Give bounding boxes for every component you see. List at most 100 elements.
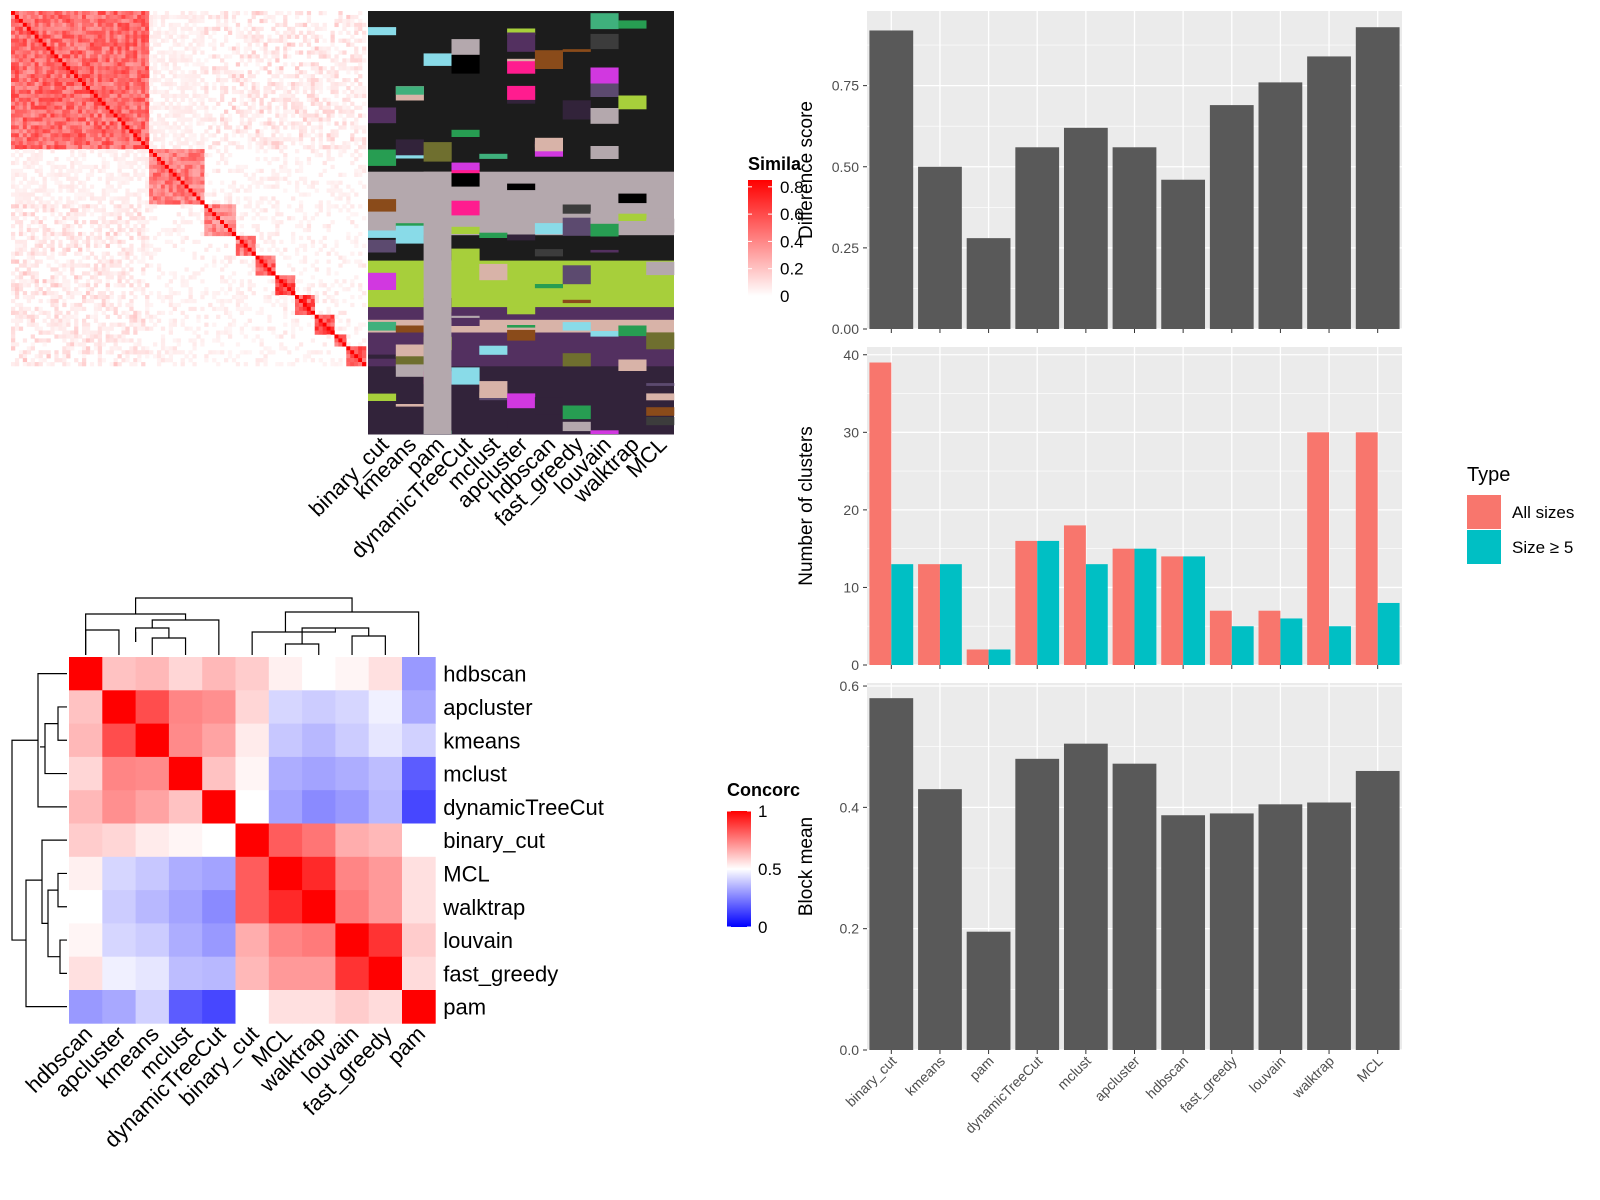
concordance-cell: [235, 657, 270, 691]
y-tick-label: 40: [843, 347, 859, 363]
bar: [869, 30, 914, 329]
bar-chart-2: 0 10 20 30 40 Number of clusters: [796, 347, 1402, 673]
concordance-cell: [302, 990, 336, 1024]
concordance-cell: [268, 890, 303, 924]
similarity-heatmap: [11, 11, 367, 367]
concordance-cell: [69, 890, 103, 924]
concordance-cell: [102, 956, 136, 991]
x-tick-label: binary_cut: [842, 1053, 899, 1110]
y-axis-label: Block mean: [796, 817, 817, 916]
concordance-cell: [202, 823, 236, 858]
concordance-cell: [202, 756, 236, 791]
concordance-cell: [235, 890, 270, 924]
bar: [1209, 610, 1232, 665]
concordance-cell: [235, 923, 270, 958]
x-tick-label: louvain: [1246, 1053, 1289, 1096]
legend-key-all-sizes: [1467, 495, 1501, 529]
concordance-cell: [102, 690, 136, 724]
concordance-cell: [368, 890, 403, 924]
concordance-row-label: apcluster: [443, 695, 532, 720]
bar: [1377, 602, 1400, 665]
x-tick-label: walktrap: [1288, 1053, 1337, 1102]
x-tick-label: hdbscan: [1143, 1053, 1192, 1102]
concordance-cell: [202, 890, 236, 924]
concordance-cell: [69, 657, 103, 691]
concordance-cell: [135, 890, 170, 924]
concordance-cell: [368, 856, 403, 891]
concordance-cell: [368, 690, 403, 724]
bar: [1307, 56, 1351, 330]
y-tick-label: 0: [851, 657, 859, 673]
concordance-cell: [402, 756, 436, 791]
bar: [1161, 815, 1206, 1050]
concordance-cell: [168, 790, 203, 824]
concordance-row-label: hdbscan: [443, 662, 526, 687]
concordance-cell: [69, 790, 103, 824]
concordance-cell: [235, 790, 270, 824]
concordance-cell: [402, 890, 436, 924]
y-tick-label: 0.00: [832, 321, 859, 337]
concordance-cell: [368, 657, 403, 691]
concordance-cell: [402, 923, 436, 958]
similarity-legend-tick: 0.4: [780, 232, 804, 251]
cluster-assignment-matrix: [368, 11, 675, 435]
concordance-cell: [235, 956, 270, 991]
x-tick-label: MCL: [1354, 1053, 1386, 1085]
concordance-cell: [202, 956, 236, 991]
concordance-cell: [302, 823, 336, 858]
legend-key-size-ge5: [1467, 530, 1501, 564]
concordance-cell: [168, 823, 203, 858]
concordance-cell: [368, 823, 403, 858]
concordance-cell: [302, 890, 336, 924]
legend-label-all-sizes: All sizes: [1512, 503, 1574, 522]
concordance-cell: [302, 923, 336, 958]
bar: [1355, 432, 1378, 665]
concordance-cell: [202, 790, 236, 824]
concordance-cell: [69, 923, 103, 958]
bar: [1112, 763, 1157, 1050]
bar: [988, 649, 1011, 665]
bar: [966, 649, 989, 665]
bar: [1015, 540, 1038, 665]
concordance-cell: [102, 657, 136, 691]
concordance-cell: [202, 690, 236, 724]
concordance-cell: [268, 723, 303, 758]
concordance-cell: [69, 690, 103, 724]
bar: [1258, 610, 1281, 665]
concordance-cell: [335, 890, 370, 924]
bar: [1307, 432, 1330, 665]
concordance-cell: [235, 856, 270, 891]
bar-charts: 0.00 0.25 0.50 0.75 Difference score 0 10 20 30 4…: [796, 11, 1402, 1136]
concordance-row-labels: hdbscan apcluster kmeans mclust dynamicTreeC…: [442, 662, 604, 1020]
concordance-cell: [335, 756, 370, 791]
concordance-cell: [268, 956, 303, 991]
y-axis-label: Number of clusters: [796, 426, 817, 585]
concordance-cell: [302, 657, 336, 691]
concordance-cell: [402, 990, 436, 1024]
bar: [1015, 758, 1060, 1050]
concordance-cell: [135, 956, 170, 991]
bar: [1085, 564, 1108, 665]
concordance-cell: [168, 890, 203, 924]
concordance-cell: [402, 790, 436, 824]
bar: [966, 931, 1011, 1050]
concordance-cell: [268, 923, 303, 958]
concordance-cell: [368, 956, 403, 991]
concordance-cell: [368, 790, 403, 824]
concordance-cell: [402, 856, 436, 891]
concordance-cell: [235, 990, 270, 1024]
concordance-cell: [69, 990, 103, 1024]
similarity-legend-tick: 0.2: [780, 260, 804, 279]
concordance-cell: [302, 690, 336, 724]
y-tick-label: 10: [843, 579, 859, 595]
concordance-cell: [335, 790, 370, 824]
concordance-cell: [335, 856, 370, 891]
concordance-row-label: walktrap: [442, 895, 525, 920]
bar: [1063, 525, 1086, 665]
concordance-dendrogram: [11, 597, 420, 1008]
concordance-cell: [168, 690, 203, 724]
concordance-row-label: fast_greedy: [443, 961, 558, 986]
concordance-cell: [268, 990, 303, 1024]
bar: [1258, 82, 1303, 329]
bar: [939, 564, 962, 665]
